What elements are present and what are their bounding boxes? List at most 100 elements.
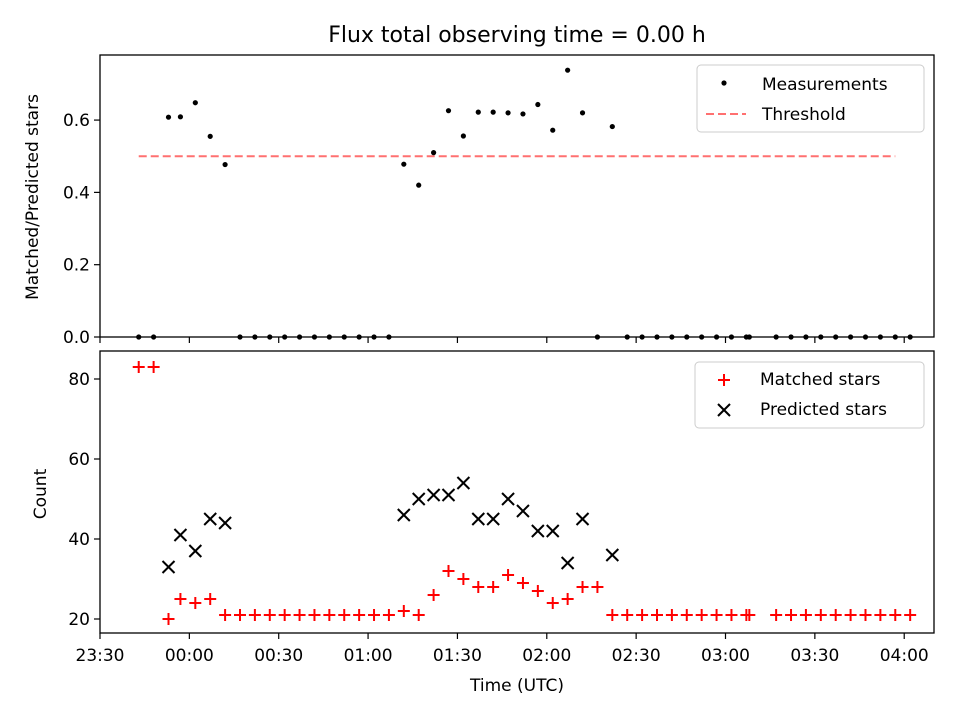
- matched-star-point: [412, 609, 425, 621]
- matched-star-point: [516, 577, 529, 589]
- bottom-panel: 20 40 60 80 23:30 00:00 00:30 01:00 01:30 02:00 0…: [31, 350, 935, 696]
- predicted-star-point: [471, 512, 485, 526]
- measurements-series: [136, 67, 913, 340]
- top-y-axis-label: Matched/Predicted stars: [23, 94, 43, 300]
- x-axis-label: Time (UTC): [469, 676, 564, 696]
- matched-star-point: [263, 609, 276, 621]
- predicted-star-point: [546, 524, 560, 538]
- predicted-star-point: [516, 504, 530, 518]
- matched-star-point: [606, 609, 619, 621]
- x-tick-label: 00:00: [165, 646, 214, 666]
- legend-measurements-marker: [721, 80, 727, 86]
- bottom-y-tick-label: 40: [68, 530, 90, 550]
- matched-star-point: [665, 609, 678, 621]
- top-x-axis-ticks: [99, 337, 905, 343]
- predicted-star-point: [486, 512, 500, 526]
- bottom-y-tick-label: 60: [68, 450, 90, 470]
- predicted-star-point: [456, 476, 471, 490]
- predicted-star-point: [161, 560, 176, 574]
- measurement-point: [165, 114, 172, 120]
- matched-star-point: [233, 609, 246, 621]
- matched-stars-series: [132, 361, 917, 625]
- matched-star-point: [338, 609, 351, 621]
- matched-star-point: [546, 597, 559, 609]
- matched-star-point: [502, 569, 515, 581]
- x-tick-label: 23:30: [76, 646, 125, 666]
- predicted-star-point: [412, 492, 426, 506]
- top-y-tick-label: 0.4: [63, 183, 90, 203]
- matched-star-point: [636, 609, 649, 621]
- x-tick-label: 02:00: [522, 646, 571, 666]
- matched-star-point: [695, 609, 708, 621]
- matched-star-point: [427, 589, 440, 601]
- x-tick-label: 04:00: [880, 646, 929, 666]
- matched-star-point: [650, 609, 663, 621]
- predicted-star-point: [501, 492, 515, 506]
- legend-predicted-label: Predicted stars: [760, 400, 887, 420]
- matched-star-point: [621, 609, 634, 621]
- matched-star-point: [859, 609, 872, 621]
- matched-star-point: [576, 581, 589, 593]
- x-tick-label: 01:00: [344, 646, 393, 666]
- measurement-point: [431, 150, 437, 156]
- predicted-star-point: [426, 488, 441, 502]
- matched-star-point: [904, 609, 917, 621]
- matched-star-point: [680, 609, 693, 621]
- matched-star-point: [162, 613, 175, 625]
- matched-star-point: [844, 609, 857, 621]
- predicted-star-point: [218, 516, 232, 530]
- predicted-star-point: [605, 548, 620, 562]
- measurement-point: [445, 108, 452, 114]
- predicted-star-point: [575, 512, 590, 526]
- top-plot-frame: [99, 54, 935, 338]
- matched-star-point: [457, 573, 470, 585]
- matched-star-point: [874, 609, 887, 621]
- bottom-legend: Matched stars Predicted stars: [694, 361, 925, 429]
- matched-star-point: [829, 609, 842, 621]
- measurement-point: [505, 110, 511, 116]
- predicted-star-point: [397, 508, 411, 522]
- matched-star-point: [323, 609, 336, 621]
- matched-star-point: [799, 609, 812, 621]
- bottom-legend-frame: [694, 361, 925, 429]
- predicted-star-point: [560, 556, 575, 570]
- top-y-tick-label: 0.6: [63, 111, 90, 131]
- matched-star-point: [725, 609, 738, 621]
- matched-star-point: [487, 581, 500, 593]
- predicted-stars-series: [161, 476, 620, 574]
- legend-predicted-marker: [717, 403, 731, 417]
- matched-star-point: [442, 565, 455, 577]
- top-legend: Measurements Threshold: [696, 64, 925, 133]
- measurement-point: [520, 111, 526, 117]
- matched-star-point: [785, 609, 798, 621]
- bottom-y-tick-label: 20: [68, 610, 90, 630]
- predicted-star-point: [531, 524, 545, 538]
- measurement-point: [609, 123, 615, 130]
- predicted-star-point: [203, 512, 217, 526]
- legend-matched-label: Matched stars: [760, 370, 880, 390]
- bottom-plot-frame: [99, 350, 935, 634]
- x-tick-label: 03:00: [701, 646, 750, 666]
- matched-star-point: [174, 593, 187, 605]
- matched-star-point: [591, 581, 604, 593]
- legend-measurements-label: Measurements: [762, 75, 888, 95]
- measurement-point: [565, 67, 571, 73]
- top-y-tick-label: 0.2: [63, 256, 90, 276]
- matched-star-point: [278, 609, 291, 621]
- matched-star-point: [770, 609, 783, 621]
- measurement-point: [222, 161, 228, 168]
- matched-star-point: [814, 609, 827, 621]
- legend-threshold-label: Threshold: [761, 105, 846, 125]
- matched-star-point: [743, 609, 756, 621]
- chart-title: Flux total observing time = 0.00 h: [328, 23, 706, 48]
- matched-star-point: [368, 609, 381, 621]
- measurement-point: [550, 127, 556, 133]
- x-tick-label: 01:30: [433, 646, 482, 666]
- matched-star-point: [889, 609, 902, 621]
- x-tick-label: 02:30: [612, 646, 661, 666]
- measurement-point: [401, 161, 407, 167]
- matched-star-point: [472, 581, 485, 593]
- legend-matched-marker: [718, 374, 730, 386]
- matched-star-point: [382, 609, 395, 621]
